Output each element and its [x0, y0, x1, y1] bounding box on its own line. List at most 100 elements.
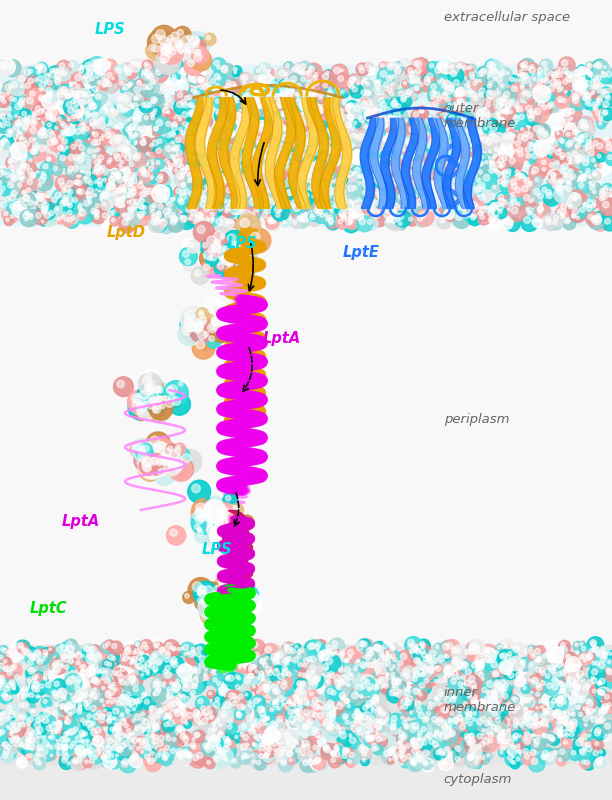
- Circle shape: [91, 157, 107, 172]
- Circle shape: [222, 318, 228, 324]
- Circle shape: [519, 78, 523, 82]
- Circle shape: [273, 729, 288, 745]
- Circle shape: [421, 726, 426, 731]
- Circle shape: [34, 682, 40, 688]
- Circle shape: [266, 666, 272, 673]
- Circle shape: [494, 735, 511, 751]
- Circle shape: [603, 91, 610, 98]
- Circle shape: [534, 148, 552, 166]
- Circle shape: [65, 146, 69, 149]
- Circle shape: [562, 710, 570, 718]
- Circle shape: [381, 63, 384, 67]
- Circle shape: [572, 131, 576, 134]
- Circle shape: [341, 157, 357, 171]
- Circle shape: [324, 746, 328, 751]
- Circle shape: [3, 649, 7, 653]
- Circle shape: [581, 153, 596, 168]
- Circle shape: [296, 670, 307, 681]
- Circle shape: [225, 495, 231, 501]
- Circle shape: [564, 174, 568, 178]
- Circle shape: [155, 212, 161, 218]
- Circle shape: [244, 210, 250, 216]
- Circle shape: [297, 701, 300, 704]
- Circle shape: [550, 147, 555, 152]
- Circle shape: [197, 527, 201, 532]
- Circle shape: [147, 758, 151, 762]
- Circle shape: [325, 126, 334, 135]
- Circle shape: [143, 458, 152, 467]
- Circle shape: [52, 726, 63, 737]
- Circle shape: [345, 682, 354, 690]
- Circle shape: [288, 108, 304, 124]
- Circle shape: [431, 180, 434, 183]
- Circle shape: [222, 706, 225, 709]
- Circle shape: [602, 187, 608, 194]
- Circle shape: [64, 730, 73, 738]
- Circle shape: [398, 194, 404, 199]
- Circle shape: [229, 742, 232, 745]
- Circle shape: [139, 710, 149, 721]
- Circle shape: [148, 390, 153, 394]
- Circle shape: [175, 143, 184, 153]
- Circle shape: [514, 750, 517, 754]
- Circle shape: [124, 707, 135, 718]
- Circle shape: [333, 140, 349, 156]
- Circle shape: [150, 651, 163, 665]
- Circle shape: [105, 699, 113, 707]
- Circle shape: [329, 755, 341, 768]
- Circle shape: [195, 135, 201, 141]
- Circle shape: [59, 127, 76, 144]
- Circle shape: [289, 95, 293, 99]
- Circle shape: [454, 647, 460, 654]
- Circle shape: [416, 123, 428, 135]
- Circle shape: [83, 62, 100, 79]
- Circle shape: [412, 738, 417, 743]
- Circle shape: [76, 190, 81, 194]
- Circle shape: [448, 63, 459, 74]
- Circle shape: [234, 655, 245, 667]
- Circle shape: [155, 49, 181, 74]
- Circle shape: [325, 667, 328, 670]
- Circle shape: [184, 735, 187, 738]
- Circle shape: [489, 131, 493, 135]
- Circle shape: [562, 72, 581, 90]
- Circle shape: [501, 642, 507, 648]
- Circle shape: [460, 112, 474, 127]
- Circle shape: [518, 61, 531, 74]
- Circle shape: [17, 114, 28, 126]
- Circle shape: [466, 641, 483, 659]
- Circle shape: [214, 192, 228, 207]
- Circle shape: [572, 208, 579, 214]
- Circle shape: [215, 654, 223, 662]
- Circle shape: [138, 203, 144, 209]
- Circle shape: [150, 382, 168, 401]
- Circle shape: [211, 732, 222, 743]
- Circle shape: [444, 736, 448, 739]
- Circle shape: [245, 670, 259, 685]
- Circle shape: [99, 117, 103, 121]
- Circle shape: [361, 98, 369, 106]
- Circle shape: [214, 154, 220, 159]
- Circle shape: [483, 647, 489, 653]
- Circle shape: [552, 684, 558, 690]
- Circle shape: [105, 757, 111, 762]
- Circle shape: [68, 166, 73, 171]
- Circle shape: [357, 684, 363, 690]
- Circle shape: [392, 74, 396, 78]
- Circle shape: [236, 662, 247, 674]
- Circle shape: [138, 448, 144, 454]
- Circle shape: [400, 746, 406, 753]
- Circle shape: [597, 160, 612, 175]
- Circle shape: [131, 750, 140, 758]
- Circle shape: [520, 90, 530, 100]
- Circle shape: [452, 674, 457, 679]
- Circle shape: [532, 214, 536, 218]
- Circle shape: [179, 382, 183, 386]
- Circle shape: [20, 191, 38, 210]
- Circle shape: [591, 92, 594, 95]
- Circle shape: [358, 182, 361, 185]
- Circle shape: [423, 177, 431, 186]
- Circle shape: [323, 719, 330, 726]
- Circle shape: [196, 186, 203, 193]
- Circle shape: [411, 654, 427, 670]
